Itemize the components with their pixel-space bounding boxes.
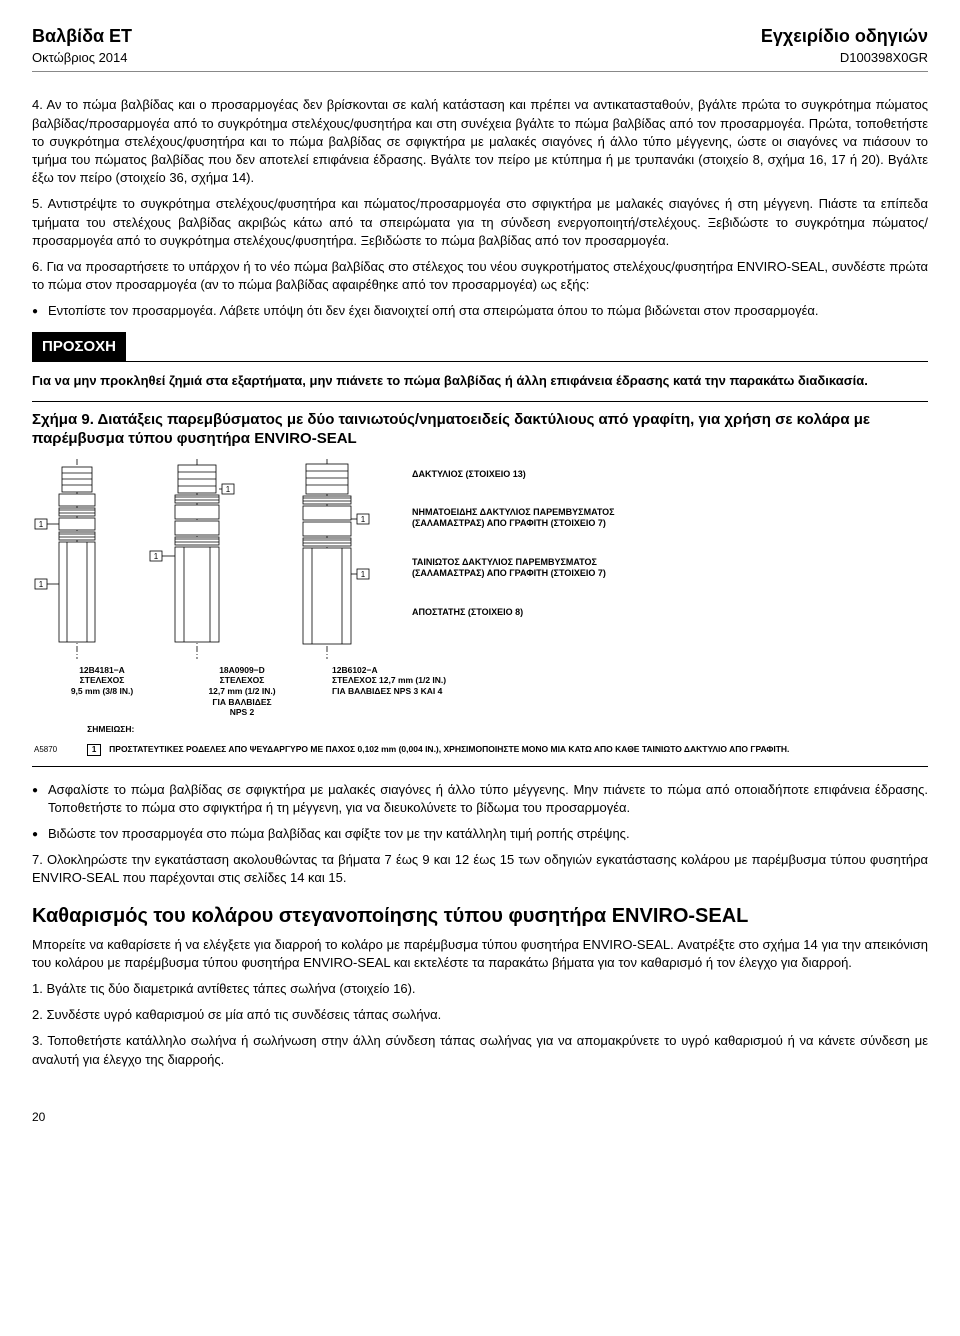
doc-title-left: Βαλβίδα ET bbox=[32, 24, 132, 49]
figure-label-column: ΔΑΚΤΥΛΙΟΣ (ΣΤΟΙΧΕΙΟ 13) ΝΗΜΑΤΟΕΙΔΗΣ ΔΑΚΤ… bbox=[412, 459, 615, 618]
note-number-box: 1 bbox=[87, 744, 101, 756]
doc-code: D100398X0GR bbox=[761, 49, 928, 67]
stem-diagram-3: 1 1 bbox=[272, 459, 392, 659]
svg-text:1: 1 bbox=[226, 485, 231, 494]
label-ring: ΔΑΚΤΥΛΙΟΣ (ΣΤΟΙΧΕΙΟ 13) bbox=[412, 469, 615, 480]
figure-9-title: Σχήμα 9. Διατάξεις παρεμβύσματος με δύο … bbox=[32, 410, 928, 449]
stem-2-caption: 18A0909−D ΣΤΕΛΕΧΟΣ 12,7 mm (1/2 IN.) ΓΙΑ… bbox=[192, 665, 292, 718]
clean-step-1: 1. Βγάλτε τις δύο διαμετρικά αντίθετες τ… bbox=[32, 980, 928, 998]
clean-step-2: 2. Συνδέστε υγρό καθαρισμού σε μία από τ… bbox=[32, 1006, 928, 1024]
figure-note-text: ΠΡΟΣΤΑΤΕΥΤΙΚΕΣ ΡΟΔΕΛΕΣ ΑΠΟ ΨΕΥΔΑΡΓΥΡΟ ΜΕ… bbox=[109, 744, 789, 755]
label-spacer: ΑΠΟΣΤΑΤΗΣ (ΣΤΟΙΧΕΙΟ 8) bbox=[412, 607, 615, 618]
svg-text:1: 1 bbox=[39, 580, 44, 589]
caution-label: ΠΡΟΣΟΧΗ bbox=[32, 332, 126, 361]
svg-text:1: 1 bbox=[154, 552, 159, 561]
page-header: Βαλβίδα ET Οκτώβριος 2014 Εγχειρίδιο οδη… bbox=[32, 24, 928, 72]
section-intro: Μπορείτε να καθαρίσετε ή να ελέγξετε για… bbox=[32, 936, 928, 972]
bullet-screw-adapter: Βιδώστε τον προσαρμογέα στο πώμα βαλβίδα… bbox=[32, 825, 928, 843]
figure-note-label: ΣΗΜΕΙΩΣΗ: bbox=[87, 724, 928, 736]
step-6: 6. Για να προσαρτήσετε το υπάρχον ή το ν… bbox=[32, 258, 928, 294]
caution-block: ΠΡΟΣΟΧΗ Για να μην προκληθεί ζημιά στα ε… bbox=[32, 332, 928, 401]
svg-text:1: 1 bbox=[361, 570, 366, 579]
svg-text:1: 1 bbox=[39, 520, 44, 529]
bullet-secure-plug: Ασφαλίστε το πώμα βαλβίδας σε σφιγκτήρα … bbox=[32, 781, 928, 817]
figure-9: 1 1 1 1 bbox=[32, 459, 928, 767]
header-left: Βαλβίδα ET Οκτώβριος 2014 bbox=[32, 24, 132, 67]
section-cleaning-title: Καθαρισμός του κολάρου στεγανοποίησης τύ… bbox=[32, 902, 928, 930]
header-right: Εγχειρίδιο οδηγιών D100398X0GR bbox=[761, 24, 928, 67]
step-7: 7. Ολοκληρώστε την εγκατάσταση ακολουθών… bbox=[32, 851, 928, 887]
step-4: 4. Αν το πώμα βαλβίδας και ο προσαρμογέα… bbox=[32, 96, 928, 187]
page-number: 20 bbox=[32, 1109, 928, 1126]
caution-text: Για να μην προκληθεί ζημιά στα εξαρτήματ… bbox=[32, 362, 928, 401]
figure-note: 1 ΠΡΟΣΤΑΤΕΥΤΙΚΕΣ ΡΟΔΕΛΕΣ ΑΠΟ ΨΕΥΔΑΡΓΥΡΟ … bbox=[87, 744, 928, 756]
doc-date: Οκτώβριος 2014 bbox=[32, 49, 132, 67]
stem-diagram-1: 1 1 bbox=[32, 459, 122, 659]
figure-asm-code: A5870 bbox=[34, 744, 57, 755]
stem-diagram-2: 1 1 bbox=[142, 459, 252, 659]
stem-1-caption: 12B4181−A ΣΤΕΛΕΧΟΣ 9,5 mm (3/8 IN.) bbox=[52, 665, 152, 718]
stem-3-caption: 12B6102−A ΣΤΕΛΕΧΟΣ 12,7 mm (1/2 IN.) ΓΙΑ… bbox=[332, 665, 492, 718]
step-5: 5. Αντιστρέψτε το συγκρότημα στελέχους/φ… bbox=[32, 195, 928, 250]
label-ribbon-ring: ΤΑΙΝΙΩΤΟΣ ΔΑΚΤΥΛΙΟΣ ΠΑΡΕΜΒΥΣΜΑΤΟΣ (ΣΑΛΑΜ… bbox=[412, 557, 615, 579]
bullet-locate-adapter: Εντοπίστε τον προσαρμογέα. Λάβετε υπόψη … bbox=[32, 302, 928, 320]
doc-title-right: Εγχειρίδιο οδηγιών bbox=[761, 24, 928, 49]
stem-captions: 12B4181−A ΣΤΕΛΕΧΟΣ 9,5 mm (3/8 IN.) 18A0… bbox=[52, 665, 928, 718]
label-filament-ring: ΝΗΜΑΤΟΕΙΔΗΣ ΔΑΚΤΥΛΙΟΣ ΠΑΡΕΜΒΥΣΜΑΤΟΣ (ΣΑΛ… bbox=[412, 507, 615, 529]
clean-step-3: 3. Τοποθετήστε κατάλληλο σωλήνα ή σωλήνω… bbox=[32, 1032, 928, 1068]
svg-text:1: 1 bbox=[361, 515, 366, 524]
